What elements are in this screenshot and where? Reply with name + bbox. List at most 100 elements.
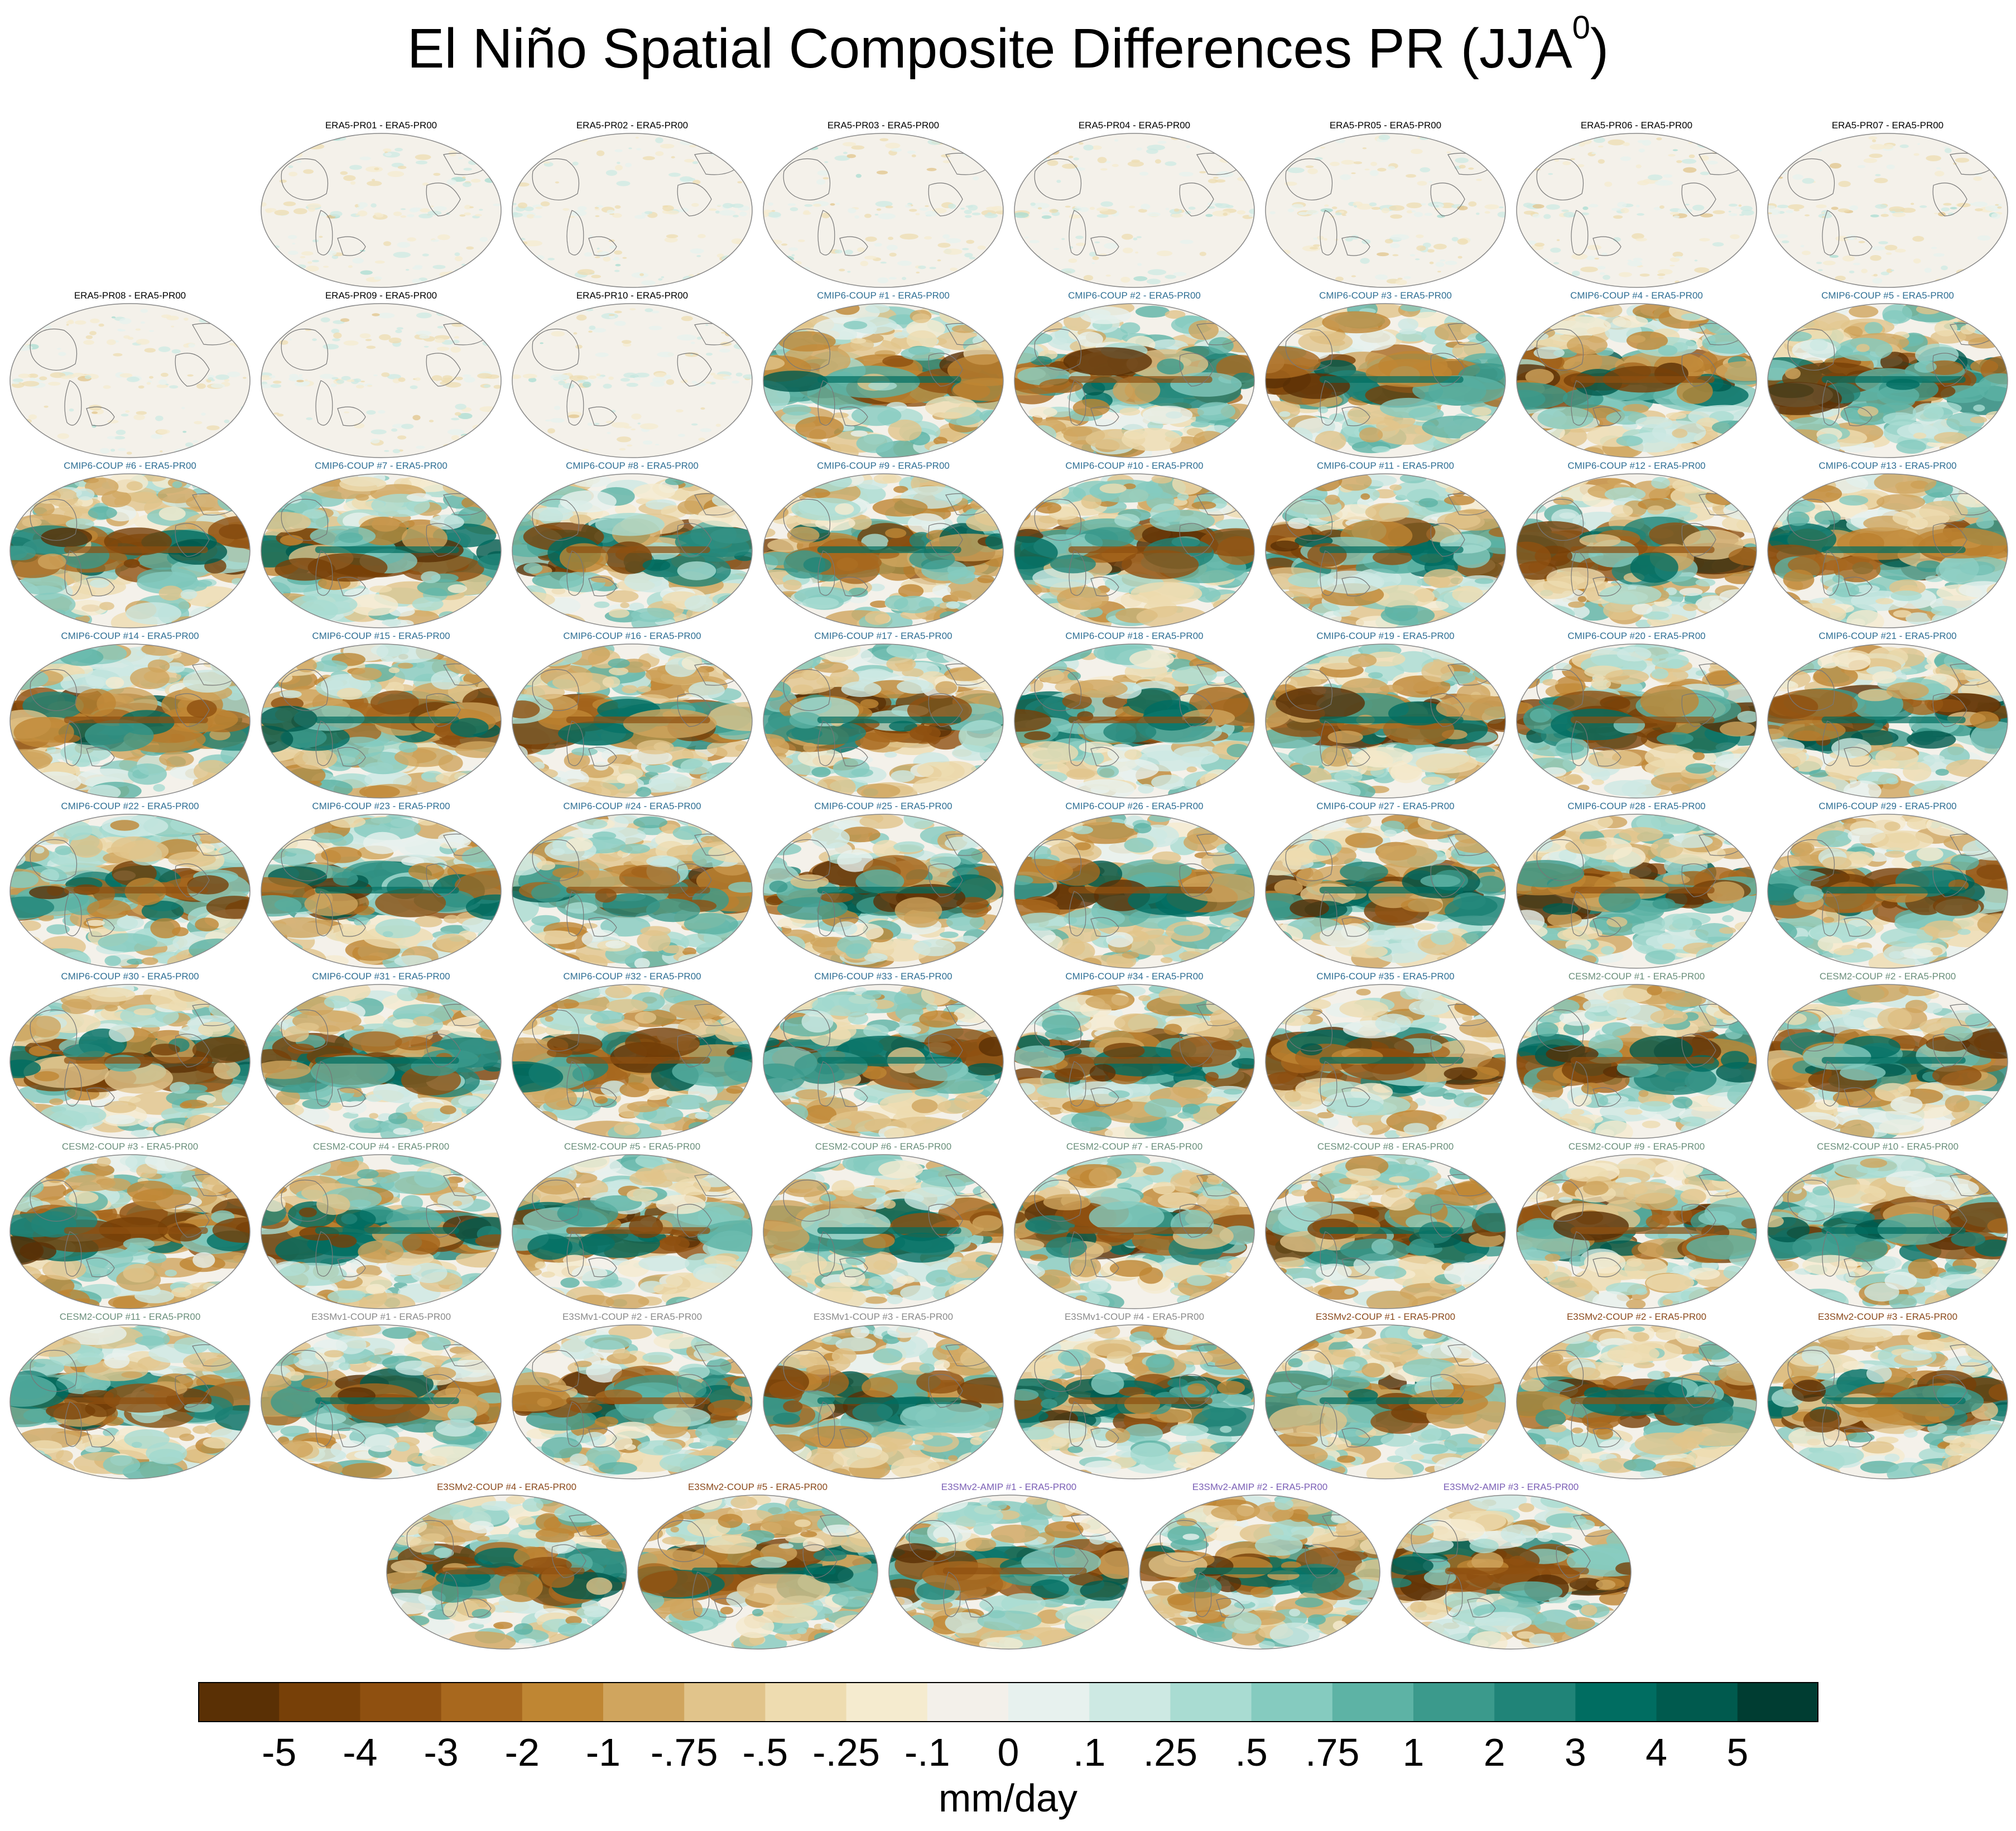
map-panel: CMIP6-COUP #13 - ERA5-PR00 <box>1766 460 2009 628</box>
panel-label: CMIP6-COUP #27 - ERA5-PR00 <box>1316 801 1455 811</box>
panel-label: ERA5-PR04 - ERA5-PR00 <box>1078 120 1191 131</box>
world-map <box>1516 1324 1757 1479</box>
anomaly-field <box>763 133 1003 287</box>
world-map <box>1767 303 2008 458</box>
panel-label: E3SMv2-AMIP #1 - ERA5-PR00 <box>941 1482 1077 1492</box>
map-panel: CESM2-COUP #2 - ERA5-PR00 <box>1766 971 2009 1139</box>
panel-label: CMIP6-COUP #15 - ERA5-PR00 <box>312 631 450 641</box>
world-map <box>261 814 502 969</box>
world-map <box>1265 303 1506 458</box>
world-map <box>637 1494 878 1650</box>
world-map <box>1014 1324 1255 1479</box>
panel-label: CMIP6-COUP #28 - ERA5-PR00 <box>1567 801 1706 811</box>
map-panel: E3SMv2-COUP #2 - ERA5-PR00 <box>1515 1311 1758 1479</box>
world-map <box>763 303 1004 458</box>
anomaly-field <box>1768 304 2008 458</box>
map-panel: CMIP6-COUP #15 - ERA5-PR00 <box>259 631 503 799</box>
map-panel: CESM2-COUP #3 - ERA5-PR00 <box>8 1141 252 1309</box>
panel-label: ERA5-PR06 - ERA5-PR00 <box>1580 120 1693 131</box>
map-panel: ERA5-PR03 - ERA5-PR00 <box>762 120 1005 288</box>
map-panel: CMIP6-COUP #10 - ERA5-PR00 <box>1013 460 1256 628</box>
world-map <box>1516 133 1757 288</box>
world-map <box>1014 133 1255 288</box>
colorbar-segment <box>1494 1682 1576 1722</box>
colorbar-segment <box>765 1682 847 1722</box>
map-panel: CMIP6-COUP #9 - ERA5-PR00 <box>762 460 1005 628</box>
map-panel: CMIP6-COUP #32 - ERA5-PR00 <box>511 971 754 1139</box>
map-panel: CMIP6-COUP #8 - ERA5-PR00 <box>511 460 754 628</box>
world-map <box>1516 814 1757 969</box>
world-map <box>512 1154 753 1309</box>
panel-label: ERA5-PR05 - ERA5-PR00 <box>1329 120 1442 131</box>
map-panel: E3SMv2-COUP #1 - ERA5-PR00 <box>1264 1311 1507 1479</box>
world-map <box>1767 1324 2008 1479</box>
panel-label: CMIP6-COUP #22 - ERA5-PR00 <box>61 801 199 811</box>
map-panel: ERA5-PR02 - ERA5-PR00 <box>511 120 754 288</box>
world-map <box>1265 1154 1506 1309</box>
colorbar-tick: -1 <box>585 1731 621 1774</box>
panel-label: E3SMv1-COUP #1 - ERA5-PR00 <box>311 1311 451 1322</box>
title-superscript: 0 <box>1572 9 1590 46</box>
panel-label: CMIP6-COUP #26 - ERA5-PR00 <box>1065 801 1204 811</box>
panel-label: CESM2-COUP #2 - ERA5-PR00 <box>1819 971 1956 982</box>
world-map <box>261 1324 502 1479</box>
colorbar-tick: .25 <box>1143 1731 1198 1774</box>
map-panel: ERA5-PR09 - ERA5-PR00 <box>259 290 503 458</box>
map-panel: CMIP6-COUP #18 - ERA5-PR00 <box>1013 631 1256 799</box>
world-map <box>9 643 251 799</box>
panel-label: CESM2-COUP #4 - ERA5-PR00 <box>312 1141 450 1152</box>
panel-label: CMIP6-COUP #21 - ERA5-PR00 <box>1818 631 1957 641</box>
colorbar-tick: -4 <box>343 1731 378 1774</box>
world-map <box>9 473 251 628</box>
anomaly-field <box>261 304 501 458</box>
colorbar-tick: -.1 <box>904 1731 950 1774</box>
map-panel: CMIP6-COUP #24 - ERA5-PR00 <box>511 801 754 969</box>
panel-label: ERA5-PR02 - ERA5-PR00 <box>576 120 689 131</box>
world-map <box>261 473 502 628</box>
world-map <box>9 1324 251 1479</box>
panel-label: E3SMv2-COUP #2 - ERA5-PR00 <box>1566 1311 1707 1322</box>
panel-label: CMIP6-COUP #3 - ERA5-PR00 <box>1319 290 1452 301</box>
map-panel: CESM2-COUP #11 - ERA5-PR00 <box>8 1311 252 1479</box>
panel-label: E3SMv1-COUP #3 - ERA5-PR00 <box>813 1311 954 1322</box>
panel-label: ERA5-PR01 - ERA5-PR00 <box>325 120 437 131</box>
colorbar-tick: 1 <box>1402 1731 1425 1774</box>
panel-label: E3SMv2-COUP #4 - ERA5-PR00 <box>436 1482 577 1492</box>
panel-label: CESM2-COUP #7 - ERA5-PR00 <box>1066 1141 1203 1152</box>
map-panel: CMIP6-COUP #23 - ERA5-PR00 <box>259 801 503 969</box>
colorbar-segment <box>1737 1682 1818 1722</box>
panel-label: E3SMv2-COUP #5 - ERA5-PR00 <box>687 1482 828 1492</box>
world-map <box>1767 1154 2008 1309</box>
panel-label: CMIP6-COUP #9 - ERA5-PR00 <box>817 460 950 471</box>
anomaly-field <box>10 814 250 968</box>
title-suffix: ) <box>1590 17 1609 80</box>
world-map <box>763 473 1004 628</box>
map-panel: E3SMv2-COUP #4 - ERA5-PR00 <box>385 1482 628 1650</box>
map-panel: E3SMv2-COUP #3 - ERA5-PR00 <box>1766 1311 2009 1479</box>
panel-label: CMIP6-COUP #4 - ERA5-PR00 <box>1570 290 1703 301</box>
panel-label: CESM2-COUP #10 - ERA5-PR00 <box>1817 1141 1959 1152</box>
panel-label: CMIP6-COUP #1 - ERA5-PR00 <box>817 290 950 301</box>
world-map <box>1014 1154 1255 1309</box>
anomaly-field <box>10 304 250 458</box>
world-map <box>512 473 753 628</box>
colorbar-segment <box>441 1682 523 1722</box>
world-map <box>1014 643 1255 799</box>
colorbar-segment <box>522 1682 604 1722</box>
colorbar-segment <box>927 1682 1009 1722</box>
anomaly-field <box>1517 304 1757 458</box>
panel-label: CMIP6-COUP #12 - ERA5-PR00 <box>1567 460 1706 471</box>
colorbar-tick: -.25 <box>812 1731 880 1774</box>
panel-label: CMIP6-COUP #17 - ERA5-PR00 <box>814 631 952 641</box>
world-map <box>1139 1494 1380 1650</box>
map-panel: CESM2-COUP #7 - ERA5-PR00 <box>1013 1141 1256 1309</box>
anomaly-field <box>763 644 1003 798</box>
map-panel: CESM2-COUP #8 - ERA5-PR00 <box>1264 1141 1507 1309</box>
panel-label: CESM2-COUP #5 - ERA5-PR00 <box>564 1141 701 1152</box>
world-map <box>1265 1324 1506 1479</box>
world-map <box>888 1494 1129 1650</box>
map-panel: CMIP6-COUP #3 - ERA5-PR00 <box>1264 290 1507 458</box>
map-panel: CMIP6-COUP #19 - ERA5-PR00 <box>1264 631 1507 799</box>
map-panel: ERA5-PR06 - ERA5-PR00 <box>1515 120 1758 288</box>
world-map <box>1767 643 2008 799</box>
